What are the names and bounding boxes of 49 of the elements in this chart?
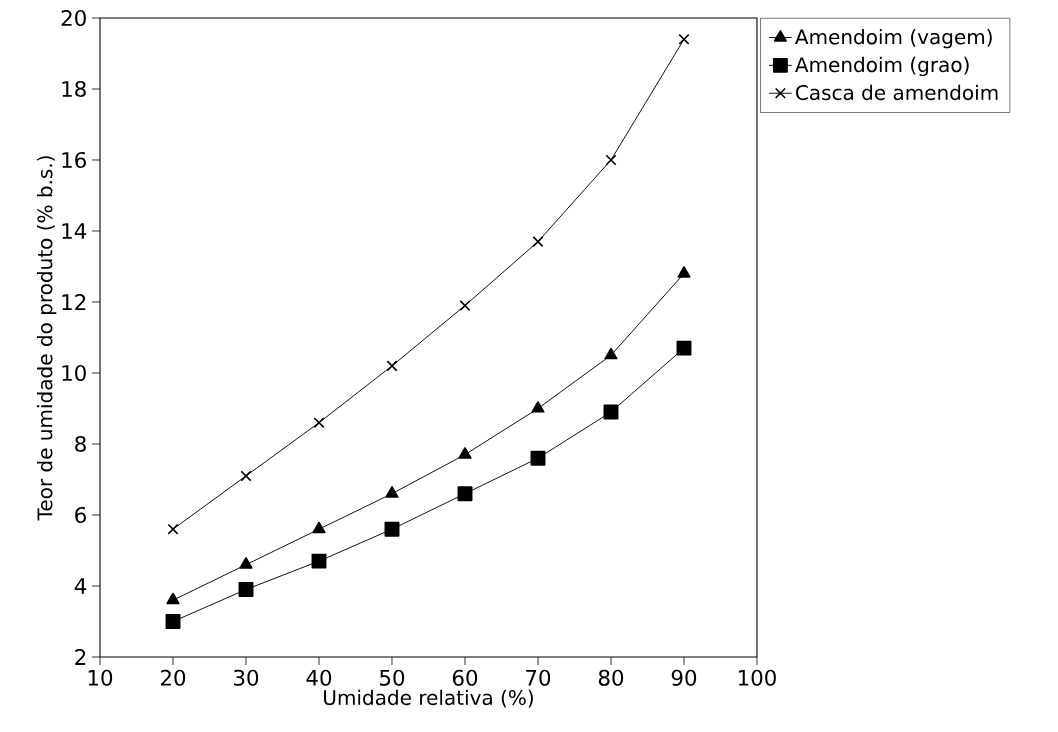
- y-axis-title: Teor de umidade do produto (% b.s.): [36, 156, 57, 521]
- point: [678, 33, 690, 45]
- point: [165, 614, 181, 629]
- x-tick-label: 10: [88, 669, 113, 686]
- point: [384, 521, 400, 537]
- point: [605, 154, 617, 166]
- x-tick-label: 50: [380, 669, 405, 686]
- x-tick-label: 100: [738, 669, 776, 686]
- x-axis-title: Umidade relativa (%): [324, 689, 533, 708]
- point: [167, 523, 179, 535]
- y-tick-label: 16: [62, 151, 86, 169]
- x-tick-label: 30: [234, 669, 259, 686]
- y-tick-label: 4: [74, 578, 87, 594]
- x-tick-label: 20: [161, 669, 186, 686]
- x-tick-label: 60: [452, 669, 478, 686]
- y-tick-label: 10: [62, 364, 86, 382]
- point: [458, 447, 472, 459]
- point: [603, 404, 619, 420]
- y-tick-label: 2: [75, 649, 86, 665]
- x-tick-label: 90: [671, 669, 697, 686]
- point: [677, 266, 691, 278]
- x-tick-label: 40: [306, 669, 332, 686]
- y-tick-label: 12: [62, 294, 86, 310]
- point: [531, 401, 545, 413]
- point: [240, 470, 252, 482]
- point: [312, 521, 326, 534]
- point: [532, 236, 544, 248]
- point: [238, 582, 254, 597]
- y-tick-label: 18: [62, 80, 86, 98]
- legend-label: Amendoim (grao): [795, 56, 969, 77]
- point: [457, 486, 473, 502]
- point: [239, 557, 253, 569]
- y-tick-label: 8: [75, 435, 86, 453]
- point: [676, 340, 692, 356]
- legend-label: Amendoim (vagem): [795, 28, 992, 49]
- x-tick-label: 80: [598, 669, 624, 686]
- x-tick-label: 70: [526, 669, 551, 686]
- point: [311, 553, 327, 569]
- point: [604, 347, 618, 360]
- y-tick-label: 6: [75, 506, 86, 524]
- point: [313, 417, 325, 429]
- point: [385, 486, 399, 498]
- y-tick-label: 20: [61, 9, 86, 27]
- point: [459, 300, 471, 312]
- point: [386, 360, 398, 372]
- y-tick-label: 14: [62, 223, 87, 239]
- point: [166, 592, 180, 605]
- point: [530, 450, 546, 466]
- legend-label: Casca de amendoim: [796, 84, 998, 101]
